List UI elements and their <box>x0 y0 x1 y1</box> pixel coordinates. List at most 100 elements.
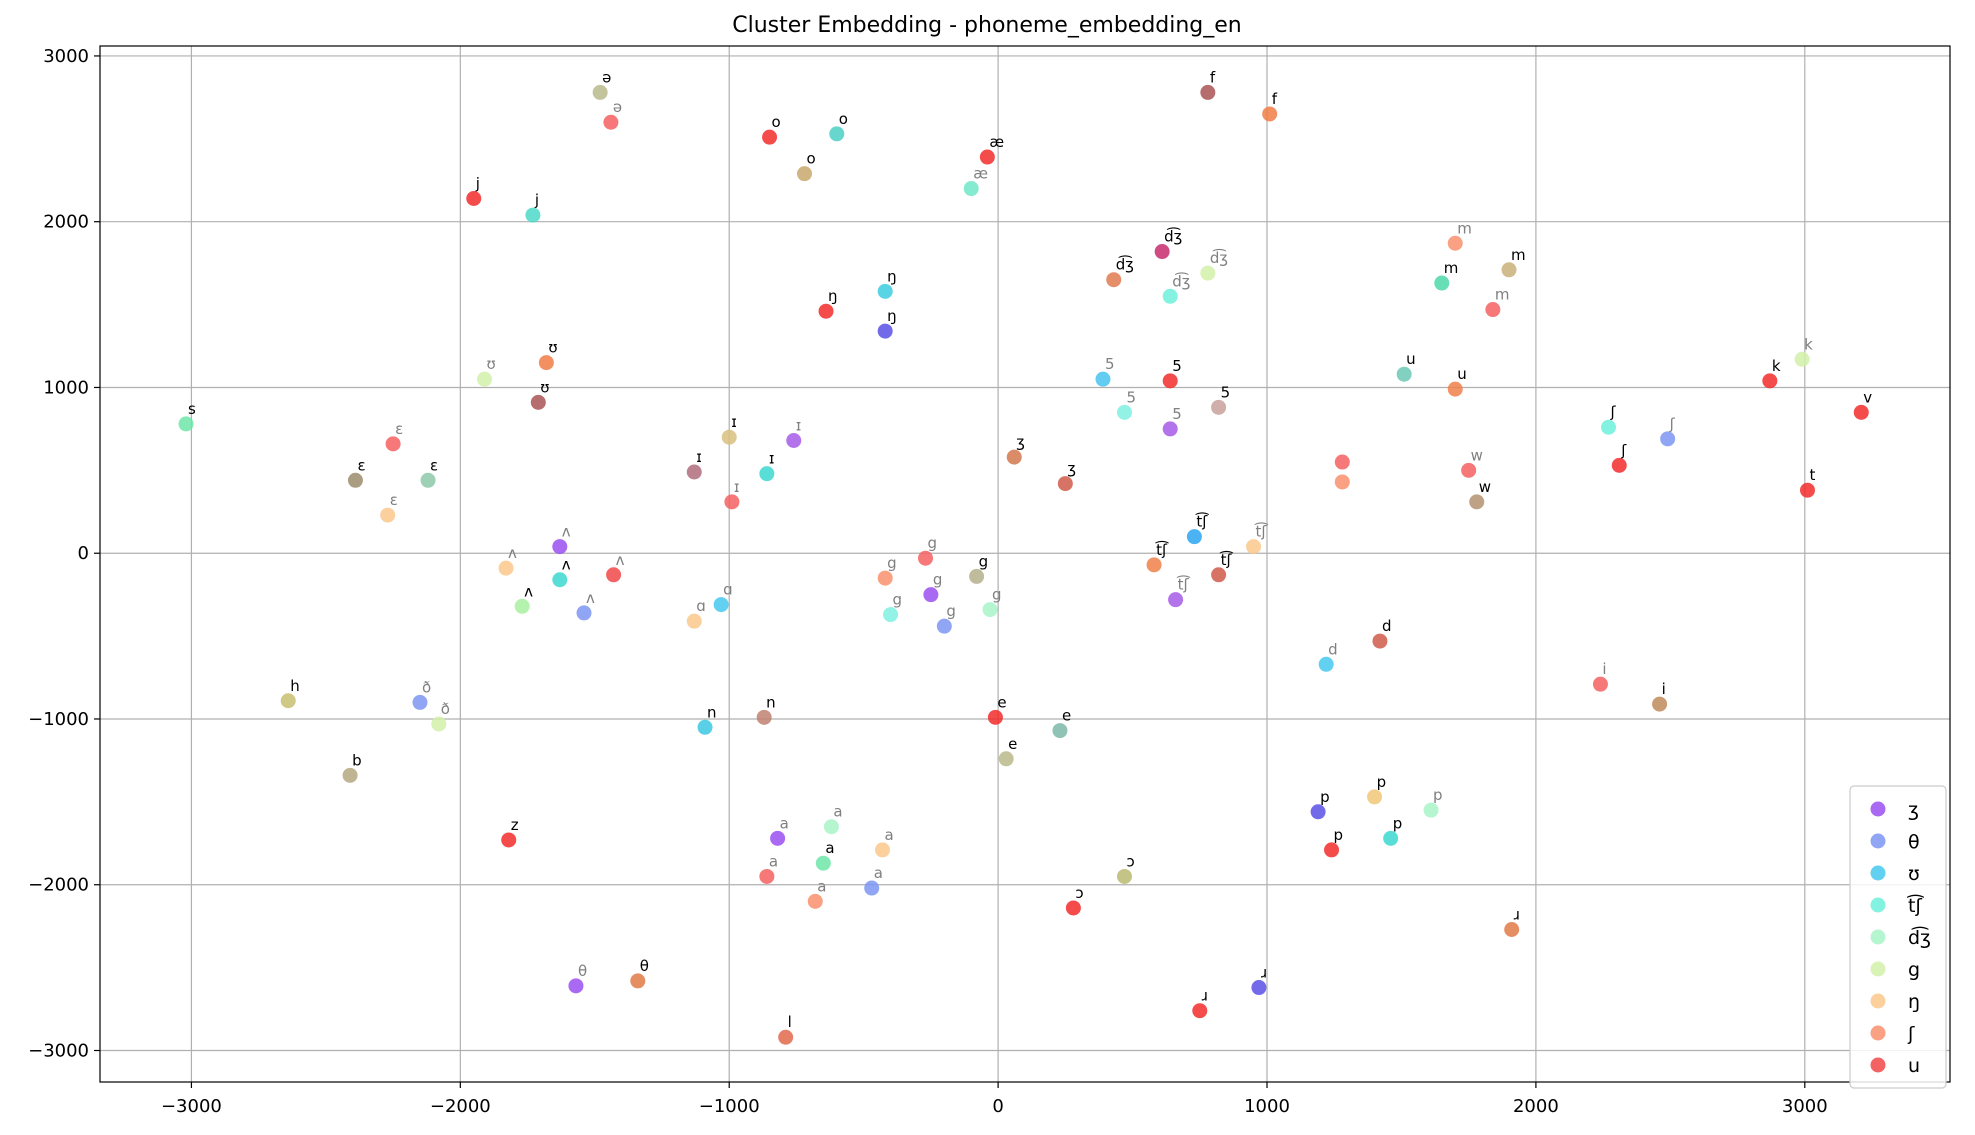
scatter-point <box>923 587 939 603</box>
point-label: g <box>928 534 938 552</box>
point-label: z <box>511 816 519 834</box>
legend-marker <box>1870 833 1886 849</box>
scatter-points: əə o o o ææ f f j j d͡ʒ d͡ʒ d͡ʒ d͡ʒ m m m m ŋ ŋ ŋ ʊ ʊ ʊ s ɛ ɛ ɛ ɛ ɪ ɪ… <box>178 68 1872 1045</box>
legend-marker <box>1870 865 1886 881</box>
point-label: o <box>807 150 816 168</box>
scatter-point <box>979 149 995 165</box>
legend-label: ʊ <box>1908 863 1920 885</box>
legend-marker <box>1870 897 1886 913</box>
scatter-point <box>552 572 568 588</box>
scatter-point <box>874 842 890 858</box>
legend-marker <box>1870 801 1886 817</box>
scatter-point <box>1367 789 1383 805</box>
scatter-point <box>538 355 554 371</box>
point-label: ʃ <box>1620 441 1627 459</box>
scatter-point <box>385 436 401 452</box>
point-label: ŋ <box>887 267 897 285</box>
scatter-point <box>1211 567 1227 583</box>
legend-label: t͡ʃ <box>1906 893 1924 917</box>
scatter-point <box>420 472 436 488</box>
x-tick-label: 0 <box>992 1096 1003 1117</box>
point-label: p <box>1433 786 1443 804</box>
legend-label: u <box>1908 1055 1920 1077</box>
scatter-point <box>1799 482 1815 498</box>
point-label: ɪ <box>734 478 740 496</box>
x-tick-label: −3000 <box>161 1096 222 1117</box>
point-label: k <box>1804 335 1813 353</box>
point-label: a <box>874 864 883 882</box>
scatter-point <box>815 855 831 871</box>
scatter-point <box>982 602 998 618</box>
legend-marker <box>1870 929 1886 945</box>
scatter-point <box>697 719 713 735</box>
scatter-point <box>603 114 619 130</box>
point-label: p <box>1334 826 1344 844</box>
point-label: m <box>1495 286 1510 304</box>
point-label: e <box>1062 707 1071 725</box>
scatter-point <box>987 709 1003 725</box>
scatter-point <box>756 709 772 725</box>
scatter-point <box>1162 421 1178 437</box>
y-tick-label: −3000 <box>28 1041 89 1062</box>
point-label: ɔ <box>1075 884 1083 902</box>
point-label: ɹ <box>1514 906 1520 924</box>
point-label: ɪ <box>796 417 802 435</box>
point-label: θ <box>578 962 587 980</box>
point-label: ɔ <box>1126 852 1134 870</box>
point-label: ŋ <box>828 287 838 305</box>
scatter-point <box>969 568 985 584</box>
scatter-point <box>1106 272 1122 288</box>
scatter-point <box>576 605 592 621</box>
scatter-point <box>347 472 363 488</box>
point-label: ɛ <box>357 456 365 474</box>
point-label: g <box>887 554 897 572</box>
point-label: u <box>1457 365 1467 383</box>
scatter-point <box>770 830 786 846</box>
scatter-point <box>1501 262 1517 278</box>
scatter-point <box>1162 373 1178 389</box>
point-label: ɪ <box>696 448 702 466</box>
point-label: m <box>1511 246 1526 264</box>
y-tick-label: 1000 <box>43 377 89 398</box>
scatter-point <box>1200 84 1216 100</box>
point-label: ʌ <box>562 523 571 541</box>
legend-marker <box>1870 1025 1886 1041</box>
scatter-point <box>1660 431 1676 447</box>
x-tick-label: 2000 <box>1513 1096 1559 1117</box>
point-label: p <box>1377 773 1387 791</box>
scatter-point <box>759 466 775 482</box>
legend-label: g <box>1908 959 1920 981</box>
scatter-point <box>498 560 514 576</box>
point-label: 5 <box>1172 405 1182 423</box>
point-label: ʃ <box>1669 415 1676 433</box>
point-label: d͡ʒ <box>1164 226 1182 246</box>
scatter-point <box>1324 842 1340 858</box>
point-label: g <box>946 602 956 620</box>
scatter-point <box>552 539 568 555</box>
point-label: t͡ʃ <box>1219 549 1233 569</box>
point-label: l <box>788 1013 792 1031</box>
y-tick-label: −2000 <box>28 875 89 896</box>
scatter-point <box>778 1029 794 1045</box>
scatter-point <box>1262 106 1278 122</box>
scatter-point <box>1396 366 1412 382</box>
scatter-point <box>1310 804 1326 820</box>
y-tick-label: 3000 <box>43 46 89 67</box>
y-tick-label: −1000 <box>28 709 89 730</box>
scatter-point <box>1057 476 1073 492</box>
scatter-point <box>178 416 194 432</box>
scatter-point <box>1794 351 1810 367</box>
legend-marker <box>1870 993 1886 1009</box>
point-label: ʌ <box>616 551 625 569</box>
scatter-point <box>1116 404 1132 420</box>
scatter-point <box>786 433 802 449</box>
scatter-point <box>1423 802 1439 818</box>
point-label: ʃ <box>1610 403 1617 421</box>
point-label: d͡ʒ <box>1116 254 1134 274</box>
point-label: 5 <box>1105 355 1115 373</box>
point-label: 5 <box>1221 383 1231 401</box>
scatter-point <box>1200 265 1216 281</box>
point-label: ɪ <box>769 450 775 468</box>
point-label: ɑ <box>723 581 733 599</box>
point-label: a <box>769 852 778 870</box>
